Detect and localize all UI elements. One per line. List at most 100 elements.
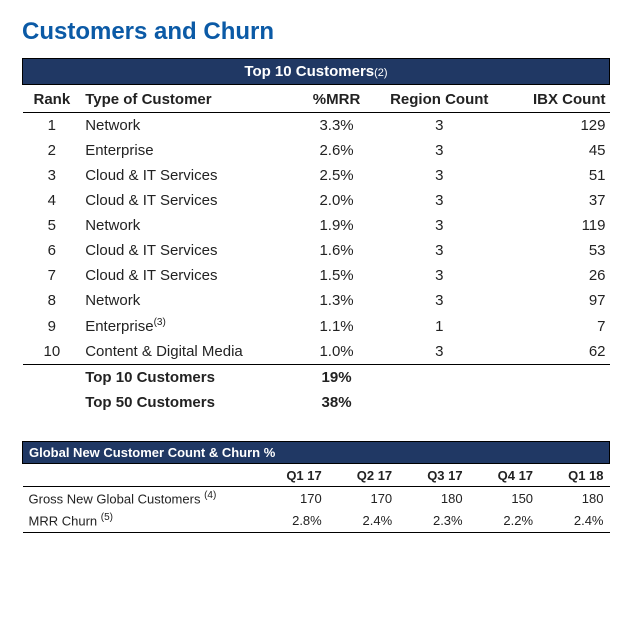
cell-type: Cloud & IT Services xyxy=(81,238,292,263)
churn-row-label: MRR Churn (5) xyxy=(23,509,258,532)
top10-col-mrr: %MRR xyxy=(293,85,381,113)
churn-header-row: Q1 17Q2 17Q3 17Q4 17Q1 18 xyxy=(23,464,610,487)
cell-mrr: 3.3% xyxy=(293,113,381,139)
summary-label: Top 10 Customers xyxy=(81,365,292,391)
summary-row: Top 10 Customers19% xyxy=(23,365,610,391)
table-row: Gross New Global Customers (4)1701701801… xyxy=(23,487,610,510)
cell-rank: 2 xyxy=(23,138,82,163)
churn-col-label xyxy=(23,464,258,487)
churn-cell: 2.4% xyxy=(328,509,398,532)
cell-ibx: 53 xyxy=(498,238,610,263)
cell-type: Network xyxy=(81,113,292,139)
cell-region: 1 xyxy=(381,313,498,339)
table-row: 7Cloud & IT Services1.5%326 xyxy=(23,263,610,288)
cell-type: Cloud & IT Services xyxy=(81,188,292,213)
top10-table: Top 10 Customers(2) RankType of Customer… xyxy=(22,58,610,415)
cell-region: 3 xyxy=(381,339,498,365)
table-row: 8Network1.3%397 xyxy=(23,288,610,313)
churn-col-period: Q4 17 xyxy=(469,464,539,487)
cell-rank: 4 xyxy=(23,188,82,213)
cell-region: 3 xyxy=(381,238,498,263)
cell-region: 3 xyxy=(381,163,498,188)
cell-ibx: 62 xyxy=(498,339,610,365)
cell-rank: 1 xyxy=(23,113,82,139)
table-row: MRR Churn (5)2.8%2.4%2.3%2.2%2.4% xyxy=(23,509,610,532)
cell-type: Network xyxy=(81,288,292,313)
cell-type: Enterprise(3) xyxy=(81,313,292,339)
churn-col-period: Q1 18 xyxy=(539,464,609,487)
page-title: Customers and Churn xyxy=(22,18,610,46)
churn-cell: 170 xyxy=(257,487,327,510)
summary-row: Top 50 Customers38% xyxy=(23,390,610,415)
churn-row-label: Gross New Global Customers (4) xyxy=(23,487,258,510)
cell-type: Network xyxy=(81,213,292,238)
top10-title-footnote: (2) xyxy=(374,67,387,79)
cell-ibx: 7 xyxy=(498,313,610,339)
churn-cell: 170 xyxy=(328,487,398,510)
cell-type: Content & Digital Media xyxy=(81,339,292,365)
footnote: (3) xyxy=(154,317,166,328)
cell-rank: 5 xyxy=(23,213,82,238)
cell-mrr: 1.6% xyxy=(293,238,381,263)
cell-mrr: 2.0% xyxy=(293,188,381,213)
churn-title: Global New Customer Count & Churn % xyxy=(29,445,275,460)
cell-mrr: 1.9% xyxy=(293,213,381,238)
churn-table: Global New Customer Count & Churn % Q1 1… xyxy=(22,441,610,533)
cell-mrr: 2.6% xyxy=(293,138,381,163)
top10-banner: Top 10 Customers(2) xyxy=(23,59,610,85)
top10-title: Top 10 Customers xyxy=(244,63,374,80)
cell-mrr: 1.3% xyxy=(293,288,381,313)
table-row: 9Enterprise(3)1.1%17 xyxy=(23,313,610,339)
churn-cell: 2.8% xyxy=(257,509,327,532)
cell-mrr: 1.0% xyxy=(293,339,381,365)
cell-rank: 8 xyxy=(23,288,82,313)
top10-col-rank: Rank xyxy=(23,85,82,113)
churn-col-period: Q3 17 xyxy=(398,464,468,487)
cell-ibx: 26 xyxy=(498,263,610,288)
top10-body: 1Network3.3%31292Enterprise2.6%3453Cloud… xyxy=(23,113,610,416)
cell-ibx: 119 xyxy=(498,213,610,238)
top10-col-ibx: IBX Count xyxy=(498,85,610,113)
cell-mrr: 2.5% xyxy=(293,163,381,188)
footnote: (4) xyxy=(204,490,216,501)
cell-ibx: 97 xyxy=(498,288,610,313)
table-row: 2Enterprise2.6%345 xyxy=(23,138,610,163)
cell-region: 3 xyxy=(381,213,498,238)
summary-mrr: 19% xyxy=(293,365,381,391)
cell-type: Cloud & IT Services xyxy=(81,263,292,288)
cell-region: 3 xyxy=(381,288,498,313)
churn-cell: 2.3% xyxy=(398,509,468,532)
churn-cell: 2.2% xyxy=(469,509,539,532)
table-row: 4Cloud & IT Services2.0%337 xyxy=(23,188,610,213)
cell-rank: 10 xyxy=(23,339,82,365)
cell-rank: 9 xyxy=(23,313,82,339)
churn-body: Gross New Global Customers (4)1701701801… xyxy=(23,487,610,533)
cell-ibx: 51 xyxy=(498,163,610,188)
top10-col-region: Region Count xyxy=(381,85,498,113)
cell-region: 3 xyxy=(381,138,498,163)
churn-cell: 2.4% xyxy=(539,509,609,532)
churn-cell: 150 xyxy=(469,487,539,510)
table-row: 1Network3.3%3129 xyxy=(23,113,610,139)
table-row: 10Content & Digital Media1.0%362 xyxy=(23,339,610,365)
cell-region: 3 xyxy=(381,188,498,213)
footnote: (5) xyxy=(101,512,113,523)
cell-rank: 7 xyxy=(23,263,82,288)
cell-mrr: 1.1% xyxy=(293,313,381,339)
summary-label: Top 50 Customers xyxy=(81,390,292,415)
churn-col-period: Q1 17 xyxy=(257,464,327,487)
table-row: 6Cloud & IT Services1.6%353 xyxy=(23,238,610,263)
cell-mrr: 1.5% xyxy=(293,263,381,288)
table-row: 3Cloud & IT Services2.5%351 xyxy=(23,163,610,188)
top10-col-type: Type of Customer xyxy=(81,85,292,113)
churn-banner: Global New Customer Count & Churn % xyxy=(23,442,610,464)
cell-ibx: 37 xyxy=(498,188,610,213)
cell-rank: 3 xyxy=(23,163,82,188)
cell-ibx: 45 xyxy=(498,138,610,163)
table-row: 5Network1.9%3119 xyxy=(23,213,610,238)
cell-region: 3 xyxy=(381,113,498,139)
cell-ibx: 129 xyxy=(498,113,610,139)
cell-type: Cloud & IT Services xyxy=(81,163,292,188)
summary-mrr: 38% xyxy=(293,390,381,415)
churn-cell: 180 xyxy=(398,487,468,510)
